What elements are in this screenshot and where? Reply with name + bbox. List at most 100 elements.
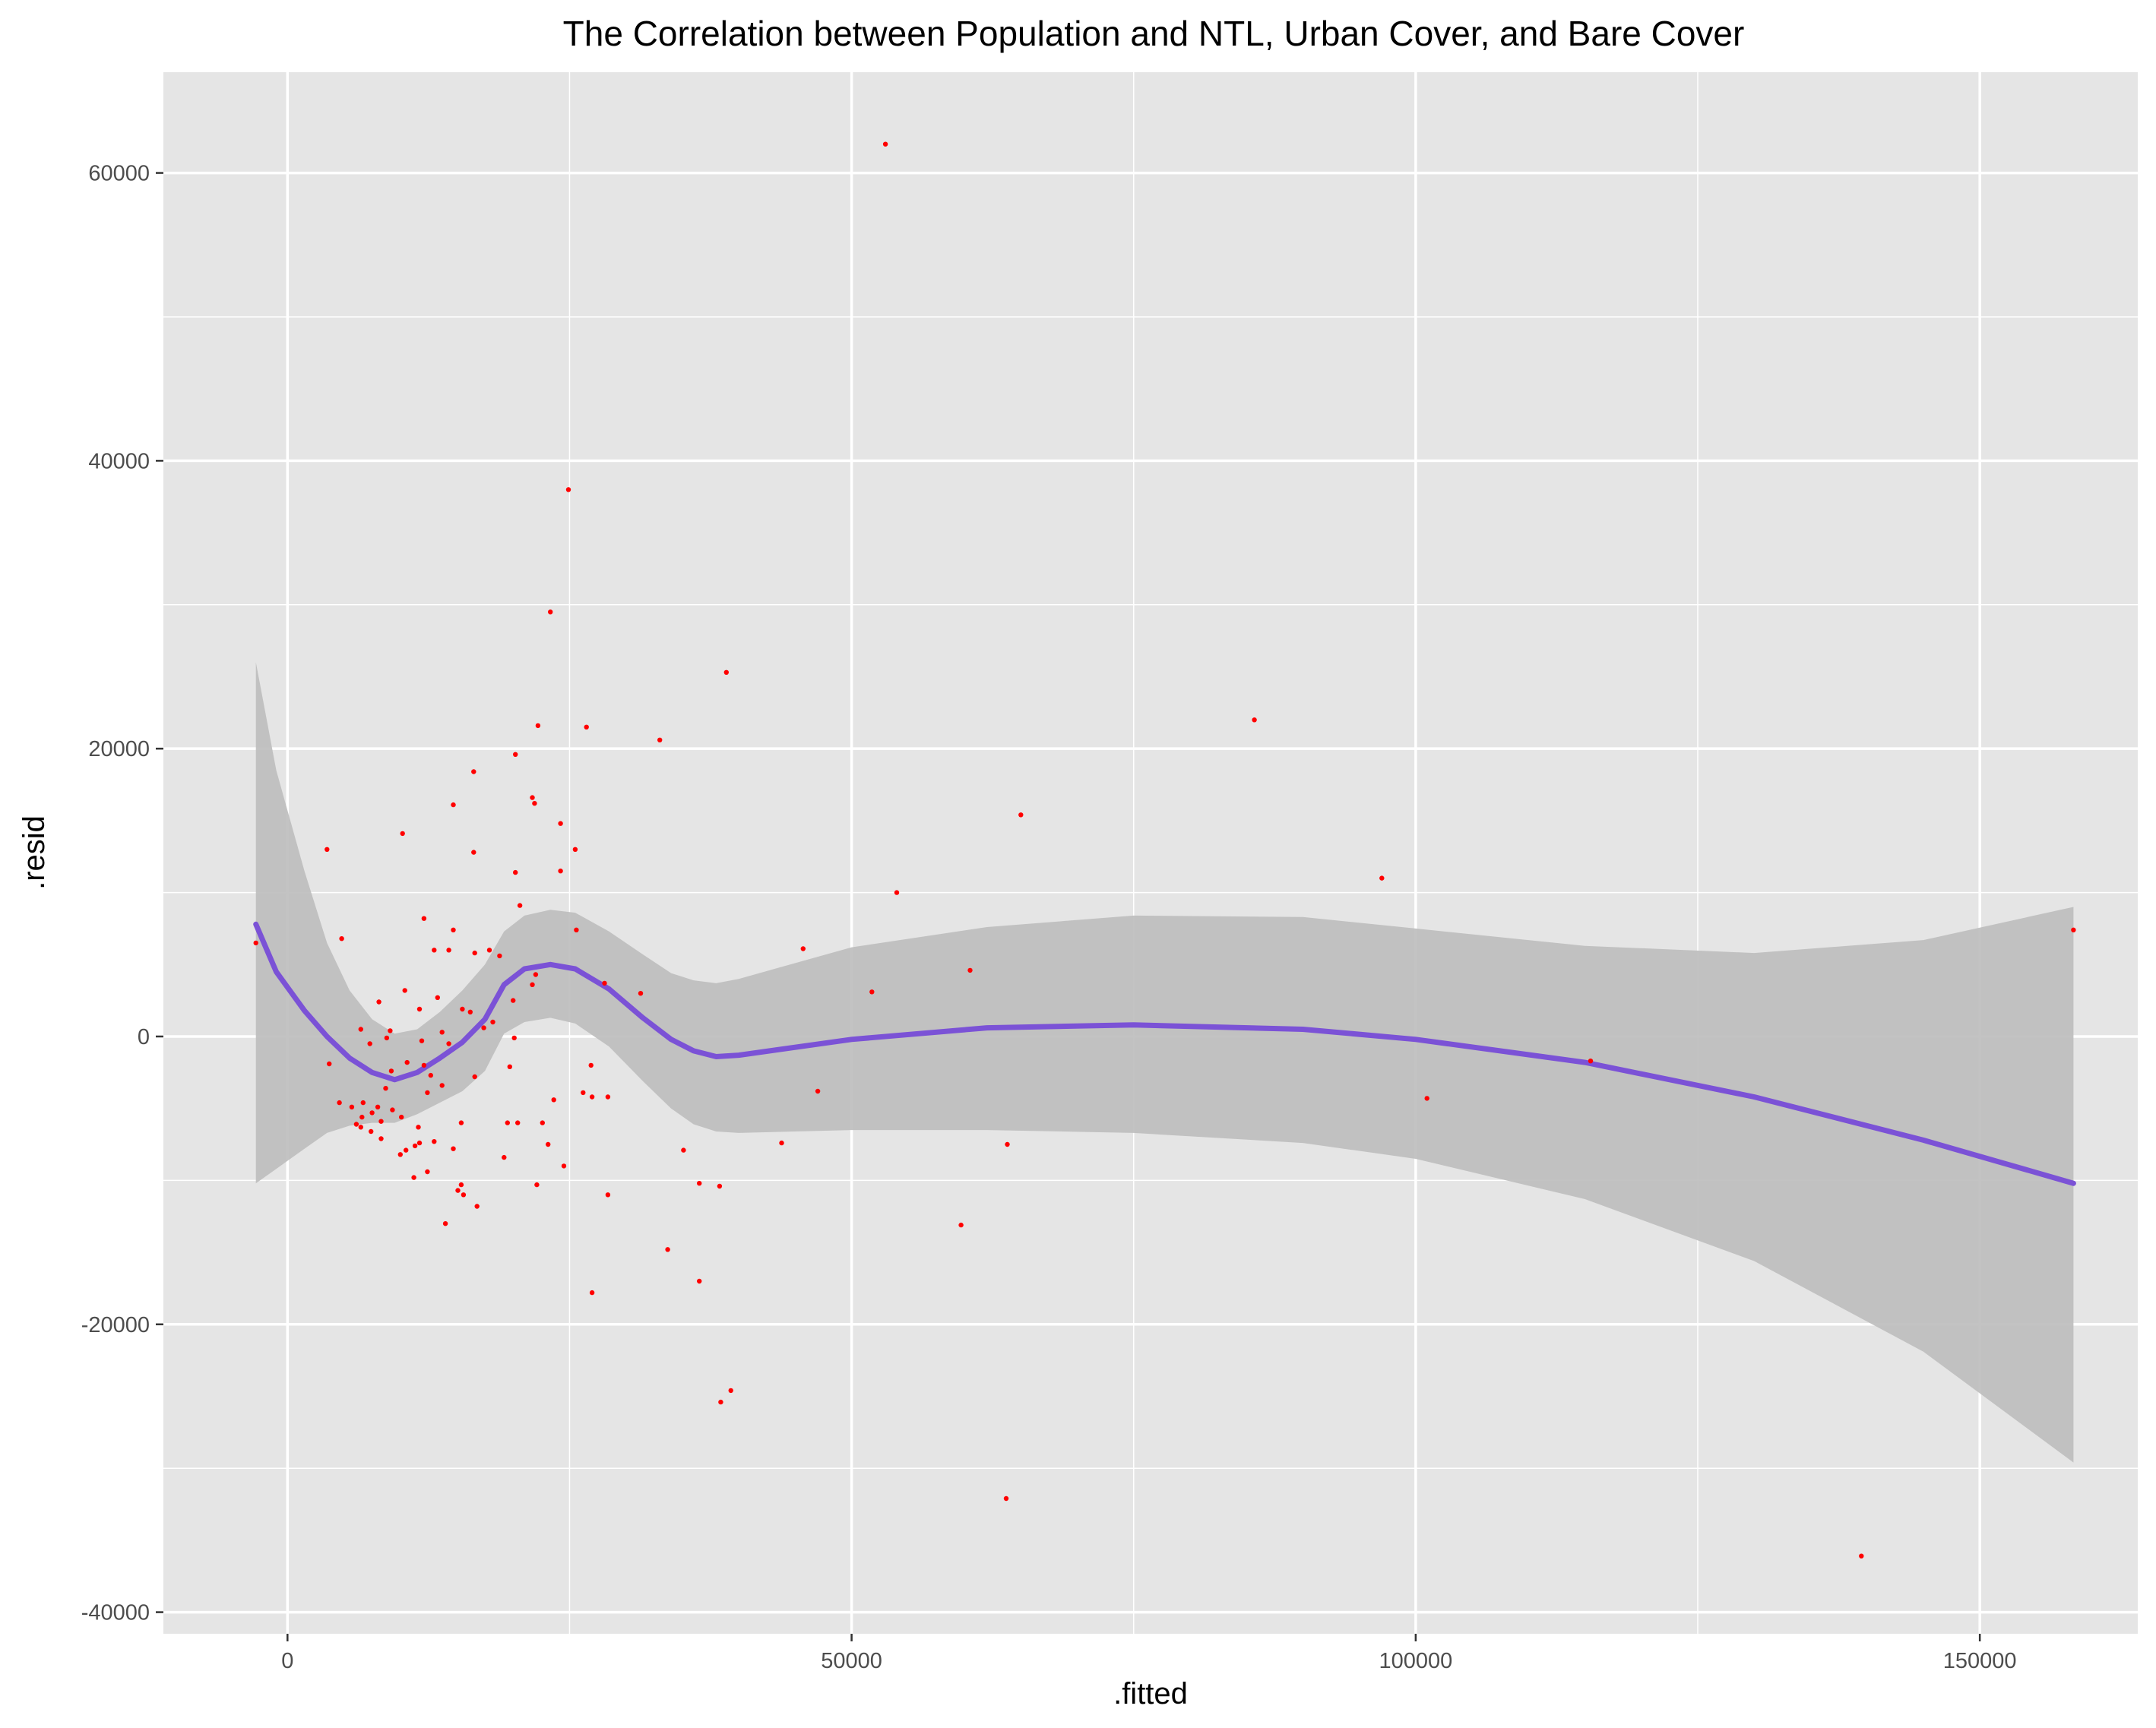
data-point	[800, 946, 806, 951]
data-point	[378, 1119, 384, 1124]
data-point	[2071, 927, 2076, 933]
data-point	[718, 1399, 723, 1405]
data-point	[471, 850, 476, 855]
x-tick-label: 100000	[1379, 1649, 1452, 1673]
data-point	[472, 1074, 477, 1080]
data-point	[1424, 1096, 1429, 1101]
y-axis-title: .resid	[17, 815, 51, 890]
confidence-band-layer	[255, 662, 2074, 1463]
data-point	[517, 903, 523, 908]
data-point	[419, 1038, 425, 1043]
data-point	[882, 141, 888, 147]
y-tick-label: 20000	[88, 737, 150, 761]
smooth-line	[253, 921, 2076, 1186]
data-point	[451, 802, 456, 808]
x-axis-ticks: 0 50000 100000 150000	[281, 1634, 2017, 1673]
data-point	[548, 609, 553, 615]
x-tick-label: 50000	[821, 1649, 882, 1673]
data-point	[779, 1140, 784, 1146]
data-point	[369, 1128, 374, 1135]
data-point	[439, 1030, 445, 1035]
data-point	[388, 1068, 394, 1074]
data-point	[467, 1009, 473, 1015]
data-point	[458, 1182, 464, 1188]
data-point	[390, 1107, 395, 1112]
data-point	[481, 1025, 486, 1030]
data-point	[574, 927, 579, 933]
data-point	[717, 1183, 723, 1189]
data-point	[681, 1147, 686, 1153]
data-point	[349, 1104, 355, 1110]
data-point	[425, 1169, 430, 1175]
data-point	[367, 1041, 372, 1046]
data-point	[358, 1125, 363, 1130]
y-axis-ticks: -40000 -20000 0 20000 40000 60000	[81, 162, 163, 1625]
data-point	[360, 1100, 366, 1106]
data-point	[358, 1027, 363, 1032]
data-point	[325, 847, 330, 853]
data-point	[602, 980, 607, 986]
data-point	[1005, 1141, 1010, 1147]
data-point	[723, 669, 729, 675]
data-point	[657, 737, 663, 742]
data-point	[369, 1110, 375, 1116]
data-point	[490, 1019, 495, 1025]
data-point	[511, 1035, 517, 1041]
smooth-line-layer	[253, 921, 2076, 1186]
data-point	[416, 1140, 423, 1146]
data-point	[869, 989, 875, 995]
data-point	[421, 916, 427, 921]
data-point	[472, 950, 477, 956]
y-tick-label: -40000	[81, 1601, 150, 1625]
data-point	[589, 1290, 595, 1296]
data-point	[1252, 717, 1257, 723]
confidence-band	[255, 662, 2074, 1463]
x-tick-label: 0	[281, 1649, 293, 1673]
data-point	[565, 487, 571, 492]
data-point	[397, 1152, 403, 1157]
data-point	[511, 998, 516, 1003]
data-point	[411, 1175, 416, 1180]
data-point	[253, 940, 258, 946]
data-point	[513, 752, 518, 757]
data-point	[458, 1120, 464, 1125]
data-point	[515, 1120, 521, 1125]
data-point	[337, 1100, 342, 1106]
data-point	[486, 948, 492, 953]
data-point	[412, 1143, 418, 1149]
data-point	[572, 847, 578, 853]
data-point	[376, 999, 381, 1005]
data-point	[471, 769, 476, 774]
data-point	[584, 724, 589, 729]
data-point	[1003, 1495, 1009, 1502]
plot-panel	[163, 72, 2138, 1634]
data-point	[540, 1120, 545, 1125]
data-point	[535, 723, 541, 729]
data-point	[383, 1086, 388, 1091]
data-point	[815, 1088, 821, 1094]
y-tick-label: 60000	[88, 162, 150, 186]
data-point	[530, 982, 535, 988]
data-point	[665, 1247, 670, 1252]
data-point	[428, 1072, 433, 1078]
data-point	[497, 953, 502, 959]
x-axis-title: .fitted	[1113, 1677, 1188, 1711]
data-point	[551, 1097, 556, 1103]
data-point	[558, 869, 563, 874]
data-point	[435, 995, 440, 1001]
data-point	[1859, 1553, 1864, 1559]
data-point	[605, 1094, 611, 1100]
data-point	[513, 869, 518, 875]
data-point	[461, 1192, 467, 1198]
data-point	[416, 1006, 423, 1012]
data-point	[588, 1062, 594, 1068]
data-point	[432, 948, 437, 953]
data-point	[432, 1139, 437, 1144]
data-point	[421, 1062, 427, 1068]
data-point	[439, 1083, 445, 1088]
data-point	[1018, 812, 1024, 818]
data-point	[455, 1188, 461, 1193]
data-point	[442, 1221, 448, 1226]
data-point	[339, 936, 344, 942]
